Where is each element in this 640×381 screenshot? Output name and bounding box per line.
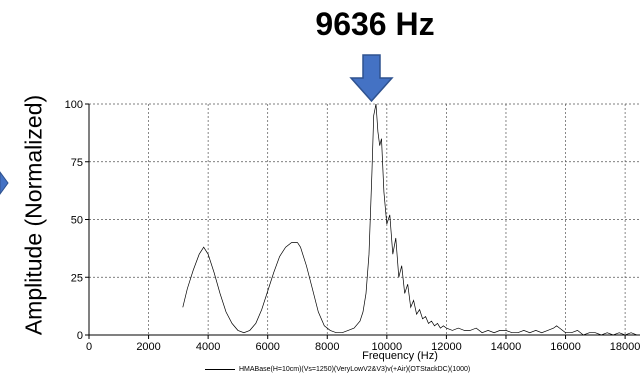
y-tick-label: 50 <box>71 215 83 227</box>
x-tick-label: 0 <box>86 341 92 353</box>
peak-pointer-arrow-icon <box>349 54 394 103</box>
x-axis-label: Frequency (Hz) <box>362 350 438 362</box>
x-tick-label: 14000 <box>491 341 522 353</box>
x-tick-label: 4000 <box>196 341 220 353</box>
x-tick-label: 10000 <box>372 341 403 353</box>
x-axis-ticks: 0 2000 4000 6000 8000 10000 12000 14000 16000 180… <box>86 335 640 353</box>
y-tick-label: 0 <box>77 330 83 342</box>
y-tick-label: 75 <box>71 157 83 169</box>
y-tick-label: 100 <box>65 99 83 111</box>
x-tick-label: 8000 <box>315 341 339 353</box>
legend-swatch <box>205 368 235 370</box>
x-tick-label: 2000 <box>136 341 160 353</box>
x-tick-label: 16000 <box>550 341 581 353</box>
legend: HMABase(H=10cm)(Vs=1250)(VeryLowV2&V3)v(… <box>205 366 470 373</box>
legend-entry: HMABase(H=10cm)(Vs=1250)(VeryLowV2&V3)v(… <box>239 366 471 373</box>
x-tick-label: 6000 <box>255 341 279 353</box>
amplitude-series-line <box>182 104 638 335</box>
x-tick-label: 18000 <box>610 341 640 353</box>
y-axis-label: Amplitude (Normalized) <box>20 94 47 336</box>
peak-frequency-label: 9636 Hz <box>315 6 435 42</box>
y-tick-label: 25 <box>71 272 83 284</box>
grid-lines <box>89 103 640 335</box>
x-tick-label: 12000 <box>431 341 462 353</box>
y-axis-ticks: 0 25 50 75 100 <box>65 99 89 342</box>
left-arrow-fragment-icon <box>0 171 9 195</box>
